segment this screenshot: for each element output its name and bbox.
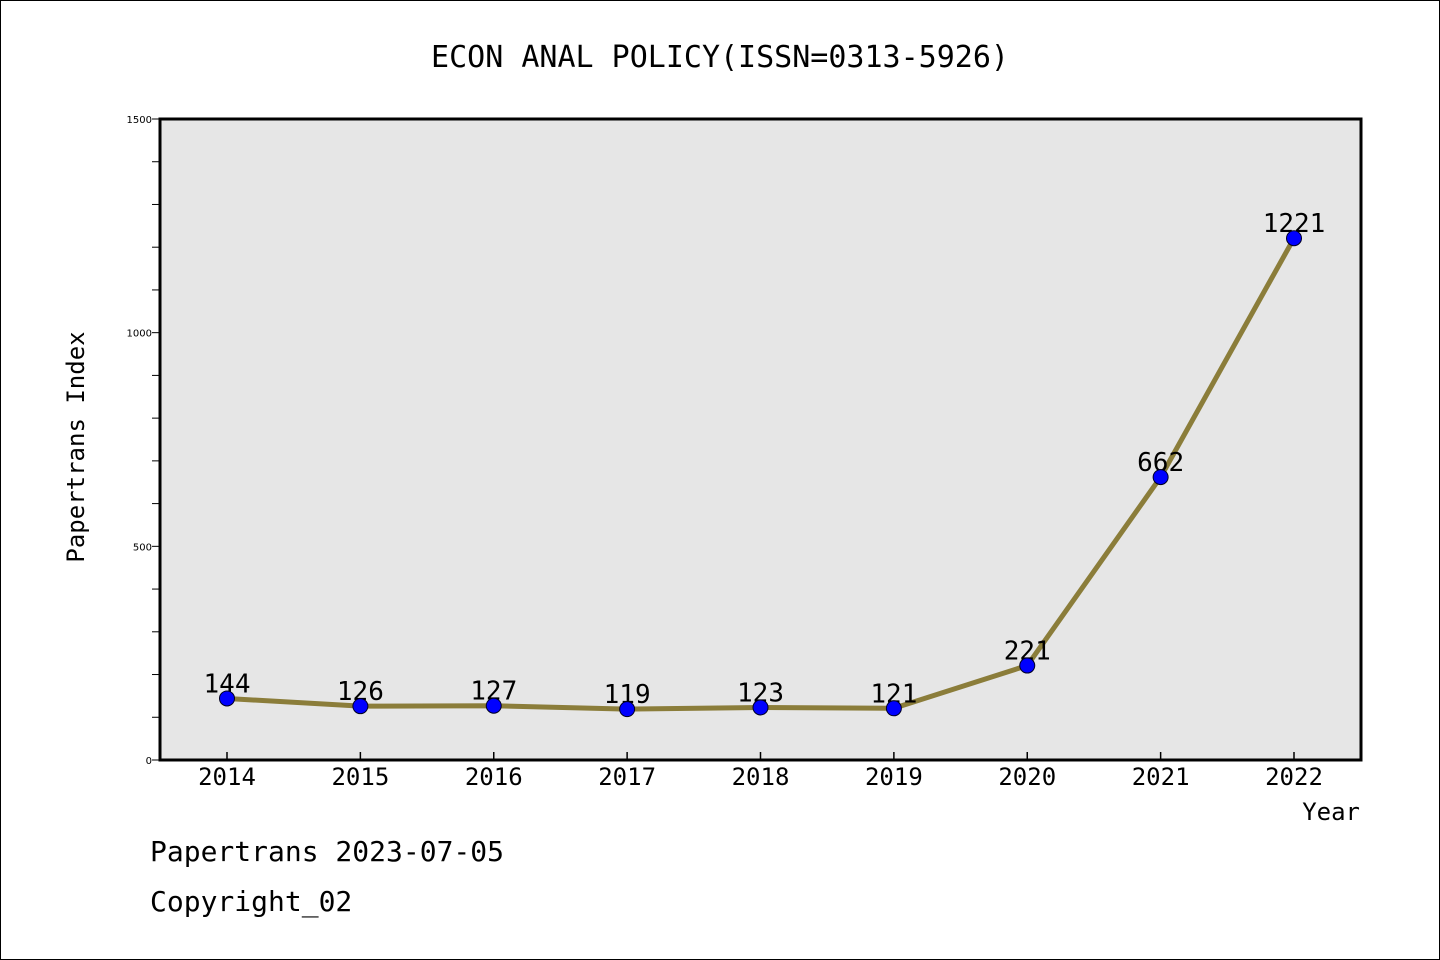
x-tick-label: 2017 (598, 763, 656, 791)
y-tick-label: 1000 (127, 329, 152, 340)
data-point-marker (885, 700, 902, 717)
x-tick-label: 2014 (198, 763, 256, 791)
chart-title: ECON ANAL POLICY(ISSN=0313-5926) (431, 40, 1009, 75)
data-point-marker (1152, 469, 1169, 486)
x-tick-label: 2022 (1265, 763, 1323, 791)
data-point-marker (219, 690, 235, 707)
x-tick-label: 2019 (865, 763, 923, 791)
y-tick-label: 1500 (127, 115, 152, 126)
x-axis-label: Year (1302, 798, 1360, 826)
data-point-marker (752, 699, 769, 716)
x-tick-label: 2021 (1132, 763, 1190, 791)
x-tick-label: 2018 (732, 763, 790, 791)
x-tick-label: 2016 (465, 763, 523, 791)
x-axis: 2014 2015 2016 2017 2018 2019 2020 2021 2022 (198, 752, 1323, 791)
data-point-marker (1286, 230, 1302, 247)
y-axis: 0 500 1000 1500 (127, 115, 160, 767)
footer-date: Papertrans 2023-07-05 (150, 835, 505, 868)
plot-area (158, 117, 1363, 762)
footer-copyright: Copyright_02 (150, 885, 353, 918)
x-tick-label: 2020 (998, 763, 1056, 791)
data-point-marker (352, 698, 369, 715)
y-tick-label: 0 (146, 756, 152, 767)
data-point-marker (619, 701, 636, 718)
data-point-marker (1019, 657, 1036, 674)
x-tick-label: 2015 (331, 763, 389, 791)
y-tick-label: 500 (133, 542, 152, 553)
data-point-marker (485, 697, 502, 714)
y-axis-label: Papertrans Index (62, 331, 90, 562)
